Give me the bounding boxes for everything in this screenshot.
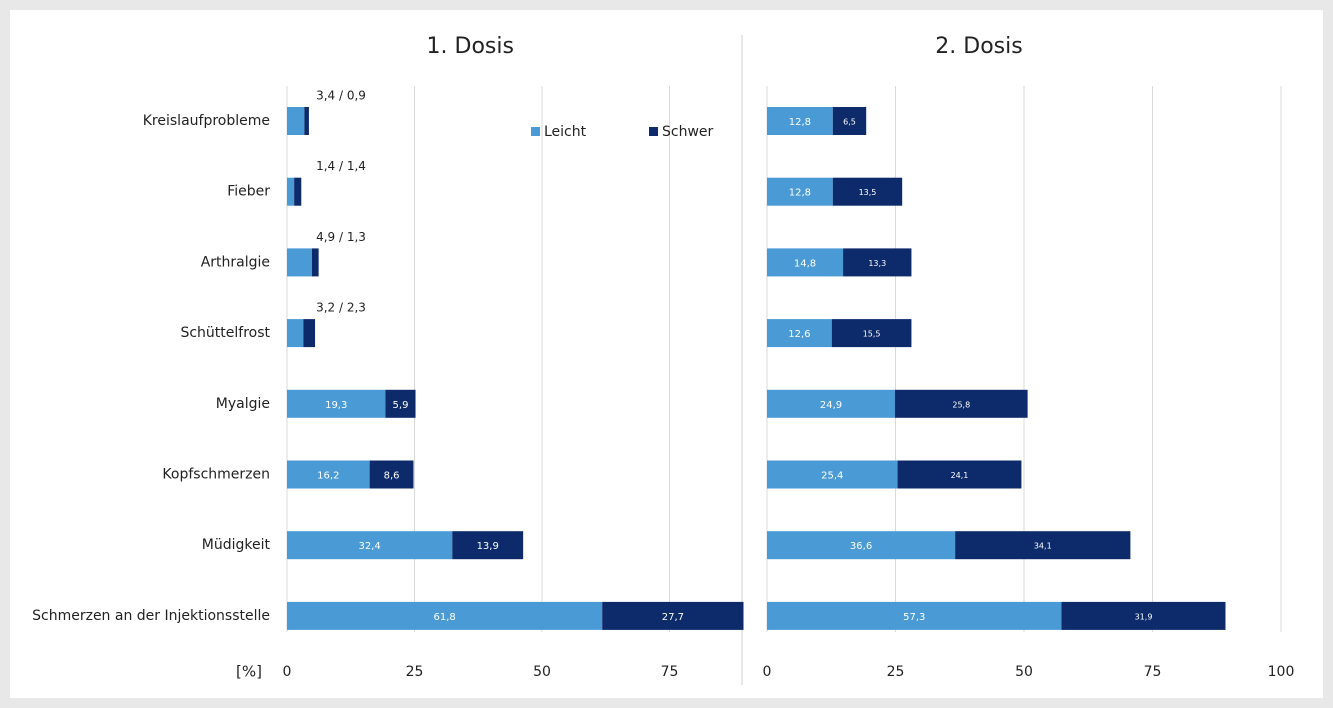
bar-segment [287,601,603,630]
bar-segment [832,107,867,135]
bar-segment [832,177,903,206]
bar-segment [767,601,1062,630]
bar-segment [369,460,414,489]
value-label: 57,3 [903,612,925,623]
bar-segment [955,531,1131,560]
combined-label: 4,9 / 1,3 [316,230,366,244]
value-label: 16,2 [317,471,339,482]
x-tick-label: 75 [1144,664,1162,680]
value-label: 15,5 [863,330,881,339]
combined-label: 1,4 / 1,4 [316,159,366,173]
x-tick-label: 0 [283,664,292,680]
x-axis-label: [%] [236,663,262,681]
value-label: 27,7 [662,612,684,623]
bar-segment [385,389,416,418]
chart-title: 1. Dosis [427,34,514,59]
bar-segment [843,248,912,277]
x-tick-label: 25 [887,664,905,680]
value-label: 12,6 [788,329,810,340]
bar-segment [287,248,312,277]
legend-label: Leicht [544,124,587,140]
bar-segment [767,248,844,277]
bar-segment [767,319,832,348]
bar-segment [767,107,833,135]
chart-title: 2. Dosis [935,34,1022,59]
category-label: Schüttelfrost [180,325,270,341]
x-tick-label: 0 [763,664,772,680]
value-label: 13,3 [868,259,886,268]
bar-segment [311,248,319,277]
category-label: Müdigkeit [202,537,271,553]
value-label: 25,8 [952,400,970,409]
combined-label: 3,4 / 0,9 [316,89,366,103]
bar-segment [767,177,833,206]
x-tick-label: 100 [1268,664,1295,680]
bar-segment [287,460,370,489]
bar-segment [287,389,386,418]
value-label: 5,9 [393,400,409,411]
value-label: 32,4 [358,541,380,552]
bar-segment [1061,601,1226,630]
bar-segment [767,531,956,560]
bar-segment [831,319,912,348]
bar-segment [303,319,316,348]
bar-segment [767,389,895,418]
bar-segment [452,531,524,560]
value-label: 36,6 [850,541,872,552]
bar-segment [287,319,304,348]
x-tick-label: 25 [406,664,424,680]
x-tick-label: 75 [661,664,679,680]
value-label: 61,8 [433,612,455,623]
bar-segment [294,177,302,206]
bar-segment [767,460,898,489]
value-label: 31,9 [1135,612,1153,621]
value-label: 8,6 [384,471,400,482]
value-label: 13,9 [477,541,499,552]
bar-segment [304,107,309,135]
value-label: 25,4 [821,471,843,482]
combined-label: 3,2 / 2,3 [316,301,366,315]
bar-segment [602,601,744,630]
x-tick-label: 50 [1015,664,1033,680]
category-label: Schmerzen an der Injektionsstelle [32,608,270,624]
value-label: 24,9 [820,400,842,411]
value-label: 19,3 [325,400,347,411]
legend-swatch [649,127,658,136]
value-label: 6,5 [843,118,856,127]
value-label: 24,1 [951,471,969,480]
bar-segment [894,389,1028,418]
bar-segment [287,107,305,135]
value-label: 14,8 [794,258,816,269]
category-label: Kreislaufprobleme [143,113,270,129]
value-label: 12,8 [789,188,811,199]
value-label: 13,5 [859,188,877,197]
bar-segment [897,460,1022,489]
category-label: Arthralgie [201,254,270,270]
value-label: 12,8 [789,117,811,128]
category-label: Myalgie [216,396,270,412]
legend-label: Schwer [662,124,714,140]
legend-swatch [531,127,540,136]
category-label: Kopfschmerzen [162,467,270,483]
x-tick-label: 50 [533,664,551,680]
bar-segment [287,177,295,206]
category-label: Fieber [227,184,270,200]
bar-segment [287,531,453,560]
plot-background [10,10,1323,698]
value-label: 34,1 [1034,542,1052,551]
